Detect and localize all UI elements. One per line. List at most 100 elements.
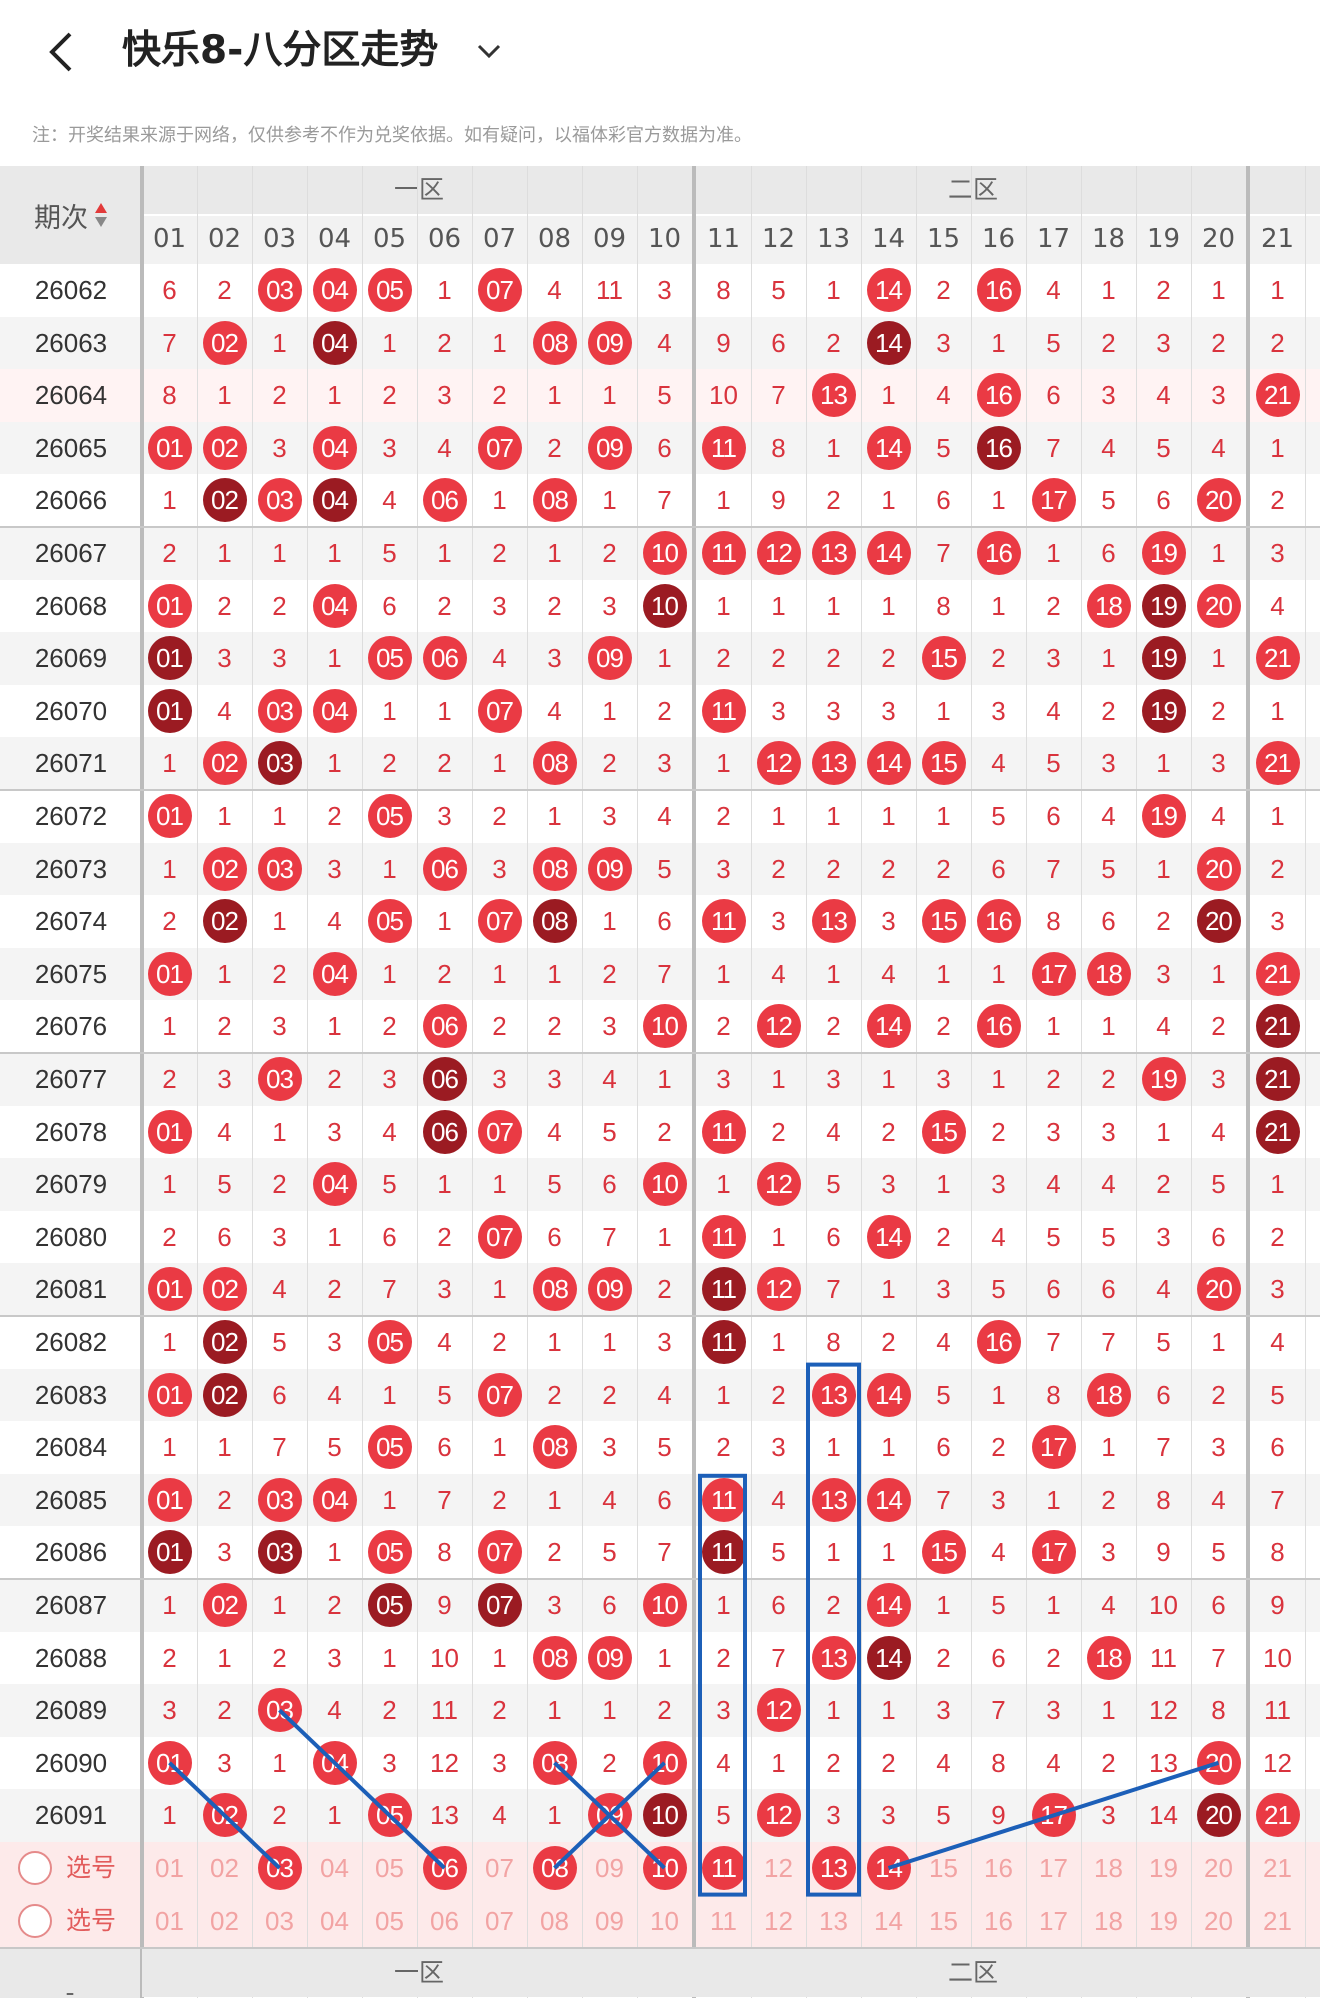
pick-number[interactable]: 16 xyxy=(984,1853,1013,1883)
radio-icon[interactable] xyxy=(18,1903,52,1938)
radio-icon[interactable] xyxy=(18,1851,52,1885)
pick-number[interactable]: 03 xyxy=(265,1905,294,1936)
miss-count-cell: 10 xyxy=(1149,1590,1178,1620)
pick-number[interactable]: 11 xyxy=(710,1905,737,1936)
miss-count-cell: 7 xyxy=(437,1484,452,1515)
pick-number[interactable]: 05 xyxy=(375,1905,404,1936)
miss-count-cell: 1 xyxy=(1046,1011,1061,1042)
pick-number[interactable]: 15 xyxy=(929,1853,958,1883)
miss-count-cell: 9 xyxy=(771,485,786,516)
drawn-number-cell: 06 xyxy=(417,1000,472,1052)
number-ball: 07 xyxy=(477,688,522,733)
pick-number[interactable]: 09 xyxy=(595,1905,624,1936)
pick-row-label[interactable]: 选号 xyxy=(0,1895,142,1947)
drawn-number-cell: 13 xyxy=(806,737,861,789)
pick-number[interactable]: 04 xyxy=(320,1905,349,1936)
pick-number[interactable]: 20 xyxy=(1204,1853,1233,1883)
pick-number[interactable]: 2 xyxy=(1305,1842,1320,1894)
pick-number[interactable]: 01 xyxy=(155,1905,184,1936)
pick-number[interactable]: 08 xyxy=(540,1905,569,1936)
pick-number[interactable]: 01 xyxy=(155,1853,184,1883)
drawn-number-cell: 03 xyxy=(252,1526,307,1578)
pick-number[interactable]: 02 xyxy=(210,1853,239,1883)
pick-number[interactable]: 15 xyxy=(929,1905,958,1936)
pick-number[interactable]: 17 xyxy=(1039,1853,1068,1883)
period-cell: 26071 xyxy=(34,748,108,779)
pick-number[interactable]: 18 xyxy=(1094,1853,1123,1883)
miss-count-cell: 2 xyxy=(1046,1064,1061,1094)
selected-number-ball[interactable]: 10 xyxy=(642,1846,687,1890)
number-ball: 15 xyxy=(921,899,966,944)
miss-count-cell: 1 xyxy=(217,958,232,989)
pick-number[interactable]: 07 xyxy=(485,1853,514,1883)
pick-number[interactable]: 19 xyxy=(1149,1905,1178,1936)
selected-number-ball[interactable]: 03 xyxy=(257,1846,302,1890)
page-title[interactable]: 快乐8-八分区走势 xyxy=(122,28,439,73)
pick-number[interactable]: 12 xyxy=(764,1853,793,1883)
chevron-down-icon[interactable] xyxy=(474,36,504,66)
pick-number[interactable]: 04 xyxy=(320,1853,349,1883)
pick-number[interactable]: 02 xyxy=(210,1905,239,1936)
miss-count-cell: 1 xyxy=(272,1590,287,1620)
pick-number[interactable]: 10 xyxy=(650,1905,679,1936)
pick-number[interactable]: 09 xyxy=(595,1853,624,1883)
pick-number[interactable]: 16 xyxy=(984,1905,1013,1936)
drawn-number-cell: 02 xyxy=(197,895,252,947)
pick-number[interactable]: 20 xyxy=(1204,1905,1233,1936)
miss-count-cell: 7 xyxy=(1046,853,1061,884)
selected-number-ball[interactable]: 14 xyxy=(866,1846,911,1890)
number-ball: 11 xyxy=(701,425,746,470)
pick-number[interactable]: 06 xyxy=(417,1842,472,1894)
pick-number[interactable]: 03 xyxy=(252,1842,307,1894)
miss-count-cell: 2 xyxy=(1211,327,1226,358)
miss-count-cell: 2 xyxy=(272,1642,287,1673)
miss-count-cell: 1 xyxy=(771,1747,786,1778)
selected-number-ball[interactable]: 06 xyxy=(422,1846,467,1890)
number-ball: 04 xyxy=(312,425,357,470)
miss-count-cell: 2 xyxy=(437,590,452,621)
selected-number-ball[interactable]: 11 xyxy=(701,1846,746,1890)
miss-count-cell: 1 xyxy=(547,538,562,568)
column-number-header: 05 xyxy=(362,216,417,264)
miss-count-cell: 1 xyxy=(826,432,841,463)
pick-number[interactable]: 14 xyxy=(874,1905,903,1936)
pick-number[interactable]: 13 xyxy=(806,1842,861,1894)
pick-number[interactable]: 21 xyxy=(1263,1853,1292,1883)
miss-count-cell: 3 xyxy=(217,1537,232,1568)
pick-number[interactable]: 21 xyxy=(1263,1905,1292,1936)
pick-number[interactable]: 19 xyxy=(1149,1853,1178,1883)
pick-number[interactable]: 07 xyxy=(485,1905,514,1936)
drawn-number-cell: 14 xyxy=(861,1000,916,1052)
pick-number[interactable]: 13 xyxy=(819,1905,848,1936)
column-divider xyxy=(527,166,528,1998)
miss-count-cell: 4 xyxy=(657,1379,672,1410)
pick-number[interactable]: 10 xyxy=(637,1842,692,1894)
pick-number[interactable]: 17 xyxy=(1039,1905,1068,1936)
sort-icon[interactable] xyxy=(94,201,108,229)
miss-count-cell: 1 xyxy=(991,958,1006,989)
period-column-header[interactable]: 期次 xyxy=(0,166,142,264)
period-cell: 26074 xyxy=(34,906,108,937)
selected-number-ball[interactable]: 13 xyxy=(811,1846,856,1890)
miss-count-cell: 6 xyxy=(272,1379,287,1410)
back-arrow-icon[interactable] xyxy=(42,30,82,74)
number-ball: 15 xyxy=(921,741,966,786)
row-background xyxy=(0,1053,1320,1106)
pick-number[interactable]: 08 xyxy=(527,1842,582,1894)
number-ball: 03 xyxy=(257,478,302,523)
pick-number[interactable]: 06 xyxy=(430,1905,459,1936)
pick-number[interactable]: 12 xyxy=(764,1905,793,1936)
pick-number[interactable]: 11 xyxy=(696,1842,751,1894)
period-cell: 26090 xyxy=(34,1747,108,1778)
pick-number[interactable]: 14 xyxy=(861,1842,916,1894)
drawn-number-cell: 07 xyxy=(472,895,527,947)
pick-number[interactable]: 2 xyxy=(1305,1895,1320,1947)
pick-number[interactable]: 05 xyxy=(375,1853,404,1883)
pick-row-label[interactable]: 选号 xyxy=(0,1842,142,1894)
pick-number[interactable]: 18 xyxy=(1094,1905,1123,1936)
miss-count-cell: 5 xyxy=(991,801,1006,831)
number-ball: 19 xyxy=(1141,1057,1186,1101)
row-background xyxy=(0,264,1320,317)
miss-count-cell: 1 xyxy=(716,1169,731,1200)
selected-number-ball[interactable]: 08 xyxy=(532,1846,577,1890)
